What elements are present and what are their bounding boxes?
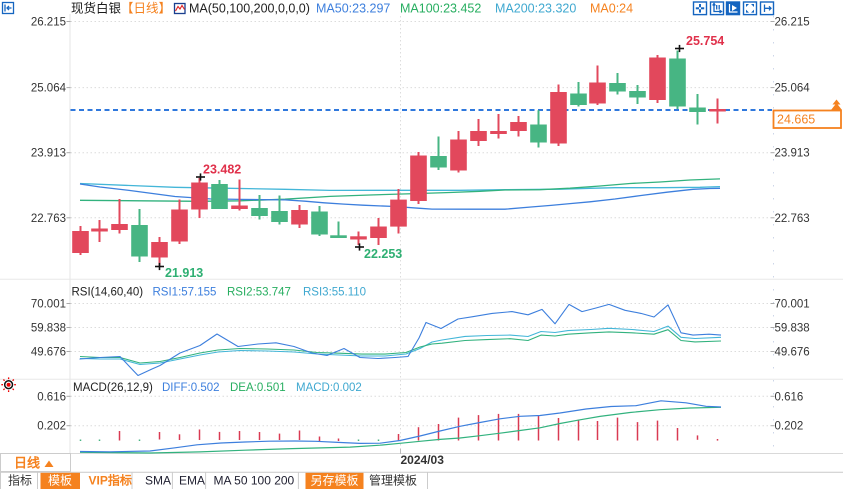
svg-text:另存模板: 另存模板 — [311, 474, 359, 488]
svg-text:MA100:23.452: MA100:23.452 — [400, 2, 481, 16]
svg-text:22.253: 22.253 — [364, 247, 402, 261]
svg-text:0.616: 0.616 — [37, 391, 66, 403]
svg-text:26.215: 26.215 — [775, 17, 810, 29]
svg-text:MACD:0.002: MACD:0.002 — [296, 382, 362, 394]
svg-text:0.616: 0.616 — [775, 391, 804, 403]
svg-text:23.913: 23.913 — [775, 148, 810, 160]
svg-text:VIP指标: VIP指标 — [89, 473, 132, 488]
svg-text:EMA: EMA — [179, 474, 205, 488]
svg-text:25.064: 25.064 — [775, 83, 811, 95]
svg-text:MA50:23.297: MA50:23.297 — [316, 2, 390, 16]
svg-text:MACD(26,12,9): MACD(26,12,9) — [73, 382, 153, 394]
svg-text:24.665: 24.665 — [777, 113, 815, 127]
svg-text:RSI3:55.110: RSI3:55.110 — [303, 287, 366, 299]
svg-text:25.754: 25.754 — [686, 34, 724, 48]
svg-text:2024/03: 2024/03 — [401, 453, 445, 467]
svg-text:25.064: 25.064 — [31, 83, 67, 95]
svg-text:70.001: 70.001 — [31, 299, 66, 311]
svg-text:RSI2:53.747: RSI2:53.747 — [227, 287, 291, 299]
svg-text:22.763: 22.763 — [31, 213, 66, 225]
svg-text:22.763: 22.763 — [775, 213, 810, 225]
svg-text:21.913: 21.913 — [165, 266, 203, 280]
svg-text:MA(50,100,200,0,0,0): MA(50,100,200,0,0,0) — [189, 2, 310, 16]
svg-text:23.482: 23.482 — [203, 163, 241, 177]
svg-text:现货白银: 现货白银 — [71, 1, 122, 16]
svg-text:49.676: 49.676 — [31, 347, 66, 359]
svg-text:59.838: 59.838 — [775, 323, 810, 335]
svg-text:26.215: 26.215 — [31, 17, 66, 29]
svg-text:MA200:23.320: MA200:23.320 — [495, 2, 576, 16]
svg-text:0.202: 0.202 — [37, 421, 66, 433]
svg-text:模板: 模板 — [48, 474, 72, 488]
svg-text:MA0:24: MA0:24 — [590, 2, 633, 16]
svg-text:管理模板: 管理模板 — [369, 473, 417, 488]
svg-text:MA 50 100 200: MA 50 100 200 — [214, 474, 295, 488]
svg-text:59.838: 59.838 — [31, 323, 66, 335]
svg-text:RSI1:57.155: RSI1:57.155 — [153, 287, 217, 299]
svg-text:日线: 日线 — [14, 456, 40, 471]
svg-text:70.001: 70.001 — [775, 299, 810, 311]
svg-text:DIFF:0.502: DIFF:0.502 — [162, 382, 220, 394]
svg-text:23.913: 23.913 — [31, 148, 66, 160]
svg-text:DEA:0.501: DEA:0.501 — [230, 382, 286, 394]
svg-text:0.202: 0.202 — [775, 421, 804, 433]
svg-text:SMA: SMA — [145, 474, 171, 488]
svg-text:49.676: 49.676 — [775, 347, 810, 359]
svg-text:RSI(14,60,40): RSI(14,60,40) — [72, 287, 144, 299]
svg-text:指标: 指标 — [8, 473, 32, 488]
svg-text:【日线】: 【日线】 — [121, 2, 171, 16]
